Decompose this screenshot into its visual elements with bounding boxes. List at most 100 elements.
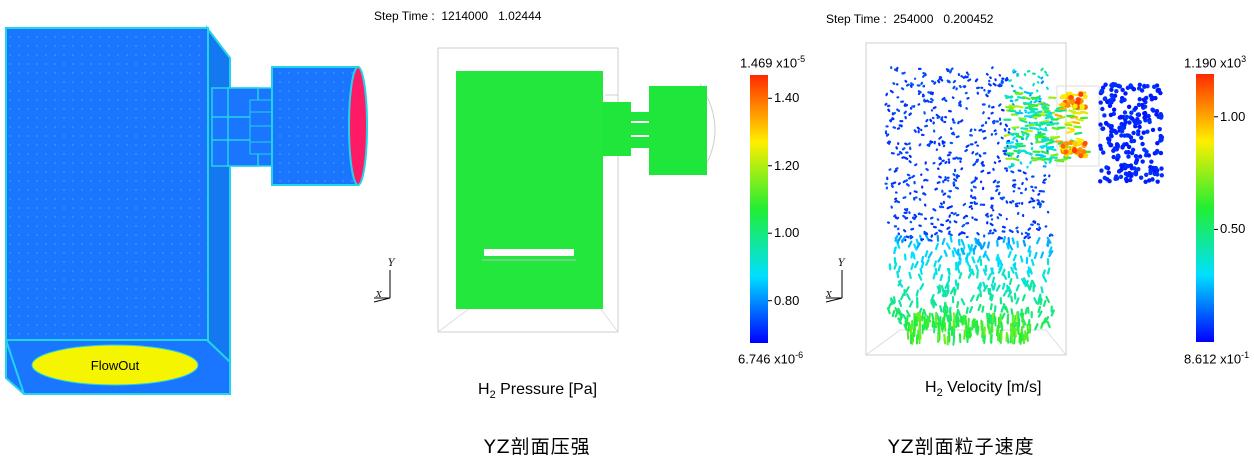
velocity-particle: [902, 196, 907, 199]
velocity-particle: [945, 289, 950, 297]
velocity-particle: [1072, 140, 1078, 146]
velocity-particle: [944, 281, 949, 289]
velocity-particle: [938, 77, 942, 81]
velocity-particle: [1024, 151, 1033, 156]
velocity-particle: [1016, 132, 1020, 137]
velocity-particle: [1101, 150, 1106, 155]
velocity-particle: [1137, 82, 1143, 87]
velocity-particle: [918, 197, 922, 201]
velocity-particle: [1127, 120, 1132, 125]
velocity-particle: [1015, 321, 1019, 332]
velocity-particle: [1046, 86, 1049, 91]
velocity-particle: [1098, 122, 1103, 127]
velocity-particle: [914, 163, 918, 167]
velocity-particle: [1099, 168, 1104, 173]
pressure-colorbar-tick-label: 1.00: [774, 225, 800, 241]
velocity-particle: [930, 293, 935, 302]
chamber-3d-model: FlowOut: [5, 25, 368, 395]
velocity-particle: [972, 244, 977, 253]
velocity-particle: [1025, 177, 1029, 181]
velocity-particle: [1024, 307, 1028, 315]
velocity-particle: [1032, 82, 1035, 87]
velocity-particle: [1010, 308, 1014, 316]
velocity-particle: [1038, 296, 1042, 304]
velocity-particle: [929, 118, 933, 123]
velocity-particle: [933, 260, 938, 268]
velocity-particle: [917, 273, 923, 281]
velocity-particle: [1045, 73, 1049, 77]
velocity-particle: [1031, 158, 1040, 162]
velocity-particle: [949, 311, 953, 322]
velocity-particle: [1047, 267, 1051, 275]
velocity-particle: [901, 147, 906, 151]
velocity-particle-plot: [865, 42, 1165, 356]
velocity-particle: [915, 315, 918, 326]
velocity-particle: [907, 240, 913, 248]
velocity-particle: [920, 81, 924, 86]
velocity-particle: [1025, 135, 1030, 139]
velocity-particle: [1011, 163, 1015, 168]
velocity-particle: [1033, 100, 1038, 104]
velocity-particle: [984, 212, 989, 217]
velocity-particle: [978, 154, 982, 158]
velocity-particle: [1126, 154, 1131, 159]
velocity-particle: [967, 78, 972, 82]
velocity-particle: [887, 303, 892, 311]
velocity-particle: [932, 298, 938, 307]
velocity-particle: [1042, 108, 1051, 113]
velocity-particle: [894, 236, 900, 245]
pressure-colorbar-tick-label: 0.80: [774, 292, 800, 308]
velocity-particle: [908, 271, 912, 279]
velocity-particle: [1015, 284, 1020, 292]
velocity-particle: [982, 136, 987, 140]
velocity-particle: [1015, 226, 1019, 230]
inlet-face: [348, 66, 368, 186]
velocity-particle: [893, 296, 896, 304]
velocity-particle: [1017, 149, 1026, 153]
velocity-particle: [1141, 97, 1147, 102]
velocity-particle: [1015, 92, 1024, 96]
velocity-particle: [981, 328, 984, 339]
velocity-particle: [1008, 104, 1017, 108]
velocity-particle: [934, 267, 938, 275]
velocity-particle: [1048, 250, 1054, 258]
velocity-particle: [1045, 295, 1051, 304]
velocity-colorbar-min: 8.612 x10-1: [1184, 350, 1250, 367]
velocity-particle: [1102, 113, 1107, 118]
pressure-baffle: [484, 249, 574, 256]
velocity-particle: [998, 213, 1003, 217]
velocity-particle: [1120, 87, 1125, 93]
velocity-particle: [895, 66, 899, 71]
pressure-colorbar: [750, 75, 772, 343]
velocity-particle: [943, 321, 947, 332]
velocity-particle: [1109, 87, 1114, 92]
velocity-particle: [1119, 163, 1124, 169]
velocity-particle: [908, 154, 912, 158]
velocity-particle: [946, 79, 950, 84]
velocity-particle: [957, 120, 961, 125]
velocity-particle: [1038, 226, 1042, 230]
velocity-particle: [1010, 170, 1015, 174]
velocity-particle: [891, 310, 896, 318]
velocity-particle: [1030, 258, 1035, 267]
velocity-particle: [1045, 141, 1054, 146]
velocity-particle: [1002, 272, 1008, 280]
velocity-particle: [955, 320, 959, 328]
velocity-particle: [1035, 227, 1041, 232]
velocity-particle: [942, 192, 947, 196]
velocity-particle: [1030, 142, 1034, 146]
velocity-particle: [934, 187, 938, 191]
velocity-particle: [937, 287, 941, 295]
velocity-particle: [916, 126, 921, 130]
chamber-side-face: [206, 25, 231, 365]
velocity-particle: [1036, 127, 1040, 131]
velocity-particle: [1000, 321, 1004, 332]
velocity-particle: [913, 190, 918, 194]
velocity-particle: [967, 271, 973, 279]
velocity-particle: [959, 119, 964, 123]
velocity-colorbar: [1196, 74, 1218, 342]
velocity-particle: [990, 111, 994, 115]
velocity-particle: [897, 307, 903, 315]
velocity-particle: [1036, 101, 1045, 106]
velocity-particle: [1048, 246, 1053, 254]
